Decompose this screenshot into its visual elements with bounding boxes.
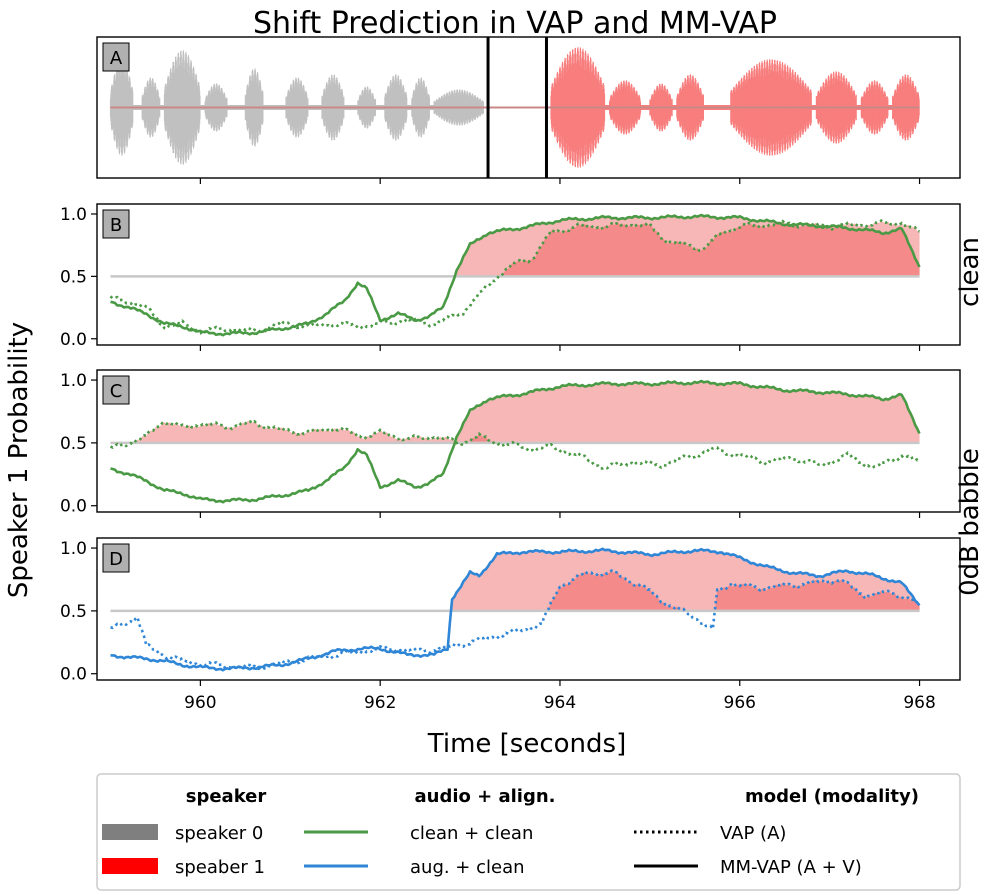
fill-overlap [110,570,920,611]
legend-swatch [102,858,158,874]
y-tick-label: 0.0 [60,330,87,350]
legend-header: audio + align. [414,786,555,807]
y-tick-label: 0.0 [60,665,87,685]
legend-header: speaker [186,786,267,807]
panel-frame [96,203,961,346]
legend-header: model (modality) [745,786,919,807]
panel-A: A [96,36,961,184]
panel-C: 0.0 0.5 1.0 C [60,369,961,518]
panel-frame [96,36,961,179]
x-tick-label: 964 [544,693,576,713]
series-vap-a-line [109,419,920,470]
panel-label-box [102,375,130,405]
legend: speaker speaker 0 speaber 1 audio + align. c… [96,773,961,891]
y-tick-label: 0.5 [60,434,87,454]
legend-label: VAP (A) [720,823,786,844]
legend-frame [96,773,961,891]
panel-B: 0.0 0.5 1.0 B [60,203,961,351]
panel-label-box [102,209,130,239]
panel-D: 0.0 0.5 1.0 960 962 964 966 968 D [60,537,961,713]
panel-label: A [110,48,123,69]
x-tick-label: 966 [724,693,756,713]
series-mm-vap-a-v-line [110,547,921,672]
legend-label: speaker 0 [175,823,263,844]
chart-title: Shift Prediction in VAP and MM-VAP [253,6,777,41]
legend-label: clean + clean [410,823,533,844]
y-tick-label: 0.5 [60,602,87,622]
panel-frame [96,369,961,513]
series-mm-vap-a-v-line [110,213,921,337]
panel-label-box [102,543,130,573]
panel-label: C [110,381,123,402]
x-tick-label: 962 [364,693,396,713]
series-vap-a-line [109,219,920,335]
panel-label: B [110,215,122,236]
fill-above-threshold [110,381,920,443]
y-tick-label: 1.0 [60,205,87,225]
x-axis-label: Time [seconds] [427,729,626,759]
series-mm-vap-a-v-line [110,379,921,504]
y-tick-label: 0.5 [60,267,87,287]
panel-frame [96,537,961,681]
y-axis-label: Speaker 1 Probability [4,322,34,598]
x-tick-label: 968 [903,693,935,713]
y-tick-label: 0.0 [60,497,87,517]
panel-label: D [109,549,123,570]
legend-label: aug. + clean [410,857,525,878]
legend-label: MM-VAP (A + V) [720,857,862,878]
y-tick-label: 1.0 [60,539,87,559]
panel-label-box [102,42,130,72]
legend-swatch [102,824,158,840]
waveform-speaker-0 [109,50,484,165]
x-tick-label: 960 [184,693,216,713]
y-tick-label: 1.0 [60,371,87,391]
legend-label: speaber 1 [175,857,265,878]
